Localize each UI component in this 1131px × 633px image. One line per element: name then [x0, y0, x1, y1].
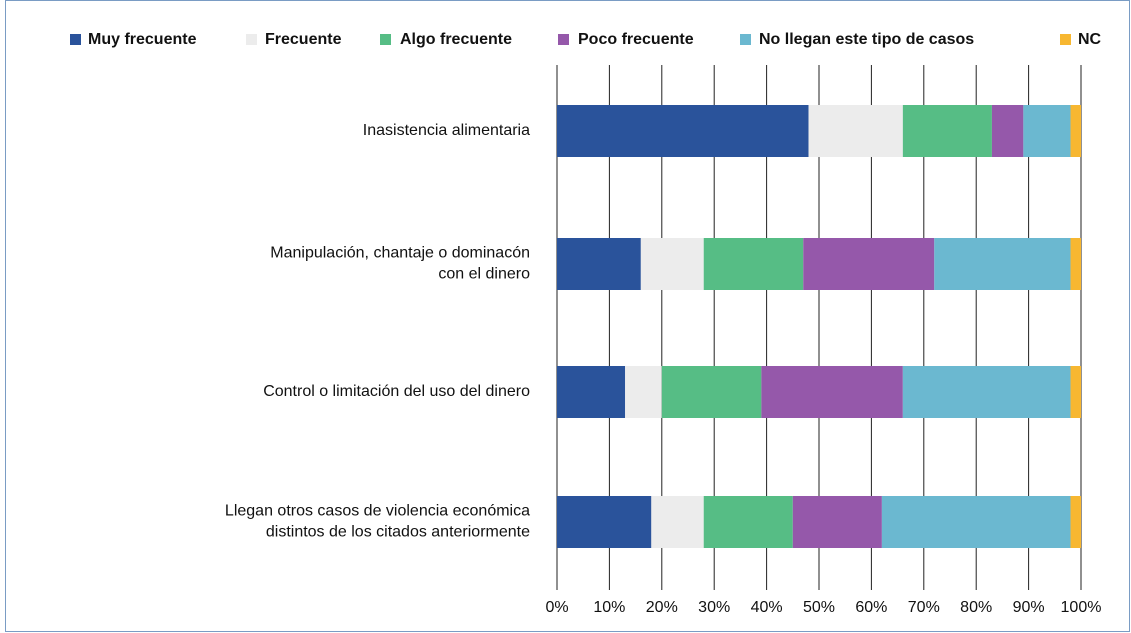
x-tick-label: 90% [1013, 599, 1045, 616]
legend-label: Poco frecuente [578, 31, 694, 48]
bar-segment [703, 496, 793, 548]
x-tick-label: 0% [545, 599, 568, 616]
legend-label: No llegan este tipo de casos [759, 31, 974, 48]
bar-segment [1070, 496, 1081, 548]
legend-label: Muy frecuente [88, 31, 197, 48]
bar-segment [803, 238, 935, 290]
x-tick-label: 30% [698, 599, 730, 616]
legend-label: Algo frecuente [400, 31, 512, 48]
bar-segment [640, 238, 704, 290]
bar-segment [661, 366, 762, 418]
legend-swatch [740, 34, 751, 45]
bar-segment [1070, 366, 1081, 418]
bar-segment [1023, 105, 1071, 157]
bar-segment [902, 105, 992, 157]
legend-swatch [70, 34, 81, 45]
category-label: Manipulación, chantaje o dominacón [270, 245, 530, 262]
legend-swatch [246, 34, 257, 45]
x-tick-label: 20% [646, 599, 678, 616]
bar-segment [703, 238, 804, 290]
bar-segment [991, 105, 1024, 157]
bar-segment [881, 496, 1071, 548]
bar-segment [808, 105, 903, 157]
bar-segment [557, 496, 652, 548]
category-label: con el dinero [438, 266, 530, 283]
bar-segment [651, 496, 704, 548]
bar-segment [1070, 105, 1081, 157]
bar-segment [557, 105, 809, 157]
bar-segment [934, 238, 1071, 290]
legend-swatch [1060, 34, 1071, 45]
x-tick-label: 60% [855, 599, 887, 616]
category-label: Inasistencia alimentaria [363, 122, 530, 139]
bar-segment [557, 238, 641, 290]
bar-segment [557, 366, 626, 418]
x-tick-label: 10% [593, 599, 625, 616]
legend-swatch [380, 34, 391, 45]
legend-swatch [558, 34, 569, 45]
category-label: distintos de los citados anteriormente [266, 524, 530, 541]
x-tick-label: 100% [1061, 599, 1102, 616]
x-tick-label: 80% [960, 599, 992, 616]
bar-segment [1070, 238, 1081, 290]
bar-segment [902, 366, 1071, 418]
legend-label: NC [1078, 31, 1102, 48]
x-tick-label: 50% [803, 599, 835, 616]
category-label: Control o limitación del uso del dinero [263, 383, 530, 400]
frame [5, 0, 1130, 632]
category-label: Llegan otros casos de violencia económic… [225, 503, 530, 520]
bar-segment [792, 496, 882, 548]
bar-segment [625, 366, 662, 418]
x-tick-label: 70% [908, 599, 940, 616]
legend-label: Frecuente [265, 31, 342, 48]
x-tick-label: 40% [751, 599, 783, 616]
bar-segment [761, 366, 903, 418]
